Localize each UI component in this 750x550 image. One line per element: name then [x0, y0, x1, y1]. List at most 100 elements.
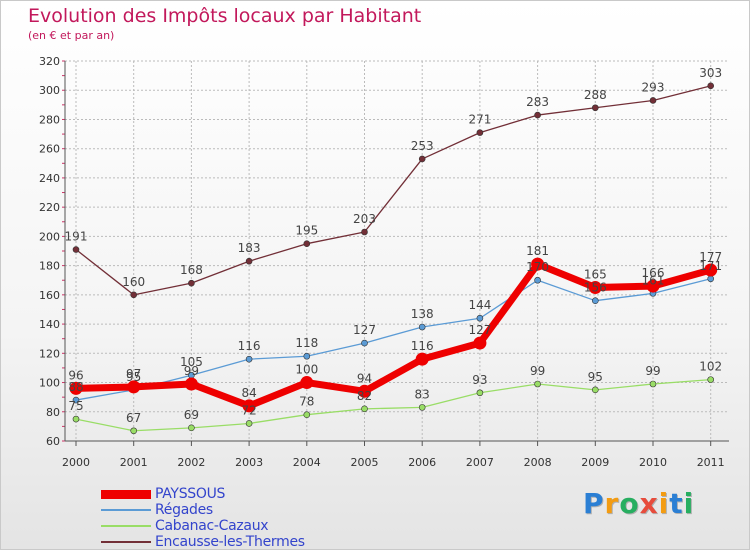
data-label: 118	[295, 336, 318, 350]
data-point	[707, 376, 715, 383]
data-point	[476, 389, 484, 397]
data-point	[415, 352, 429, 366]
data-label: 99	[530, 364, 545, 378]
series-line	[75, 278, 711, 401]
x-tick-label: 2007	[466, 456, 494, 469]
data-point	[127, 380, 141, 394]
data-point	[358, 384, 371, 398]
data-point	[361, 228, 368, 236]
data-point	[72, 246, 80, 253]
data-point	[303, 240, 311, 247]
data-label: 95	[588, 370, 603, 384]
data-label: 116	[411, 339, 434, 353]
logo-letter: x	[639, 487, 659, 520]
chart-legend: PAYSSOUS Régades Cabanac-Cazaux Encausse-le…	[101, 486, 341, 550]
chart-title: Evolution des Impôts locaux par Habitant	[28, 5, 422, 27]
legend-item-payssous: PAYSSOUS	[101, 486, 341, 502]
data-label: 94	[357, 371, 372, 385]
data-point	[591, 297, 599, 304]
data-point	[361, 339, 368, 347]
data-label: 288	[584, 88, 607, 102]
data-label: 82	[357, 389, 372, 403]
legend-swatch	[101, 541, 151, 543]
data-label: 100	[295, 363, 318, 377]
data-label: 165	[584, 268, 607, 282]
data-label: 138	[411, 307, 434, 321]
y-tick-label: 280	[39, 113, 60, 126]
data-label: 253	[411, 139, 434, 153]
data-point	[184, 377, 198, 391]
data-point	[704, 263, 718, 277]
data-label: 303	[699, 66, 722, 80]
proxiti-logo: Proxiti	[583, 487, 694, 520]
y-tick-label: 300	[39, 84, 60, 97]
legend-label: PAYSSOUS	[155, 486, 226, 502]
series-encausse-les-thermes	[72, 82, 715, 299]
data-point	[646, 279, 660, 293]
data-point	[476, 314, 484, 322]
data-point	[242, 399, 256, 413]
data-label: 105	[180, 355, 203, 369]
series-line	[75, 260, 712, 410]
data-point	[303, 411, 311, 418]
data-label: 271	[468, 113, 491, 127]
logo-letter: r	[604, 487, 620, 520]
legend-item-regades: Régades	[101, 502, 341, 518]
data-point	[72, 415, 80, 423]
data-point	[588, 281, 602, 295]
legend-label: Encausse-les-Thermes	[155, 534, 305, 550]
data-label: 170	[526, 260, 549, 274]
x-tick-label: 2003	[235, 456, 263, 469]
legend-swatch	[101, 525, 151, 527]
x-tick-label: 2002	[177, 456, 205, 469]
data-point	[707, 82, 715, 90]
data-label: 191	[65, 230, 88, 244]
data-label: 161	[642, 273, 665, 287]
x-tick-label: 2004	[293, 456, 321, 469]
y-tick-label: 120	[39, 347, 60, 360]
data-point	[300, 376, 314, 390]
x-tick-label: 2005	[351, 456, 379, 469]
y-tick-label: 220	[39, 201, 60, 214]
data-label: 171	[699, 259, 722, 273]
data-point	[188, 424, 195, 432]
y-tick-label: 320	[39, 55, 60, 68]
x-tick-label: 2010	[639, 456, 667, 469]
data-label: 203	[353, 212, 376, 226]
y-tick-label: 240	[39, 172, 60, 185]
y-tick-label: 80	[46, 406, 60, 419]
data-point	[188, 279, 195, 287]
data-label: 96	[68, 368, 83, 382]
data-point	[72, 396, 80, 404]
y-tick-label: 200	[39, 230, 60, 243]
legend-item-cabanac-cazaux: Cabanac-Cazaux	[101, 518, 341, 534]
logo-letter: t	[669, 487, 684, 520]
y-tick-label: 180	[39, 260, 60, 273]
x-tick-label: 2009	[581, 456, 609, 469]
series-line	[75, 85, 711, 296]
data-label: 93	[472, 373, 487, 387]
data-label: 69	[184, 408, 199, 422]
axis-layer: 60 80 100 120 140 160 180 200 220 240 260 280 300 320…	[39, 55, 729, 469]
series-layer	[69, 82, 718, 435]
data-label: 84	[241, 386, 256, 400]
logo-letter: P	[583, 487, 605, 520]
data-point	[591, 104, 599, 112]
x-tick-label: 2008	[524, 456, 552, 469]
data-label: 102	[699, 360, 722, 374]
series-line	[75, 378, 711, 432]
data-point	[534, 380, 541, 388]
data-point	[245, 257, 253, 265]
data-point	[473, 336, 487, 350]
y-tick-label: 140	[39, 318, 60, 331]
data-label: 95	[126, 370, 141, 384]
data-label: 183	[238, 241, 261, 255]
data-point	[69, 381, 83, 395]
data-label: 156	[584, 281, 607, 295]
logo-letter: i	[658, 487, 670, 520]
data-point	[418, 323, 426, 331]
y-tick-label: 100	[39, 377, 60, 390]
legend-item-encausse-les-thermes: Encausse-les-Thermes	[101, 534, 341, 550]
